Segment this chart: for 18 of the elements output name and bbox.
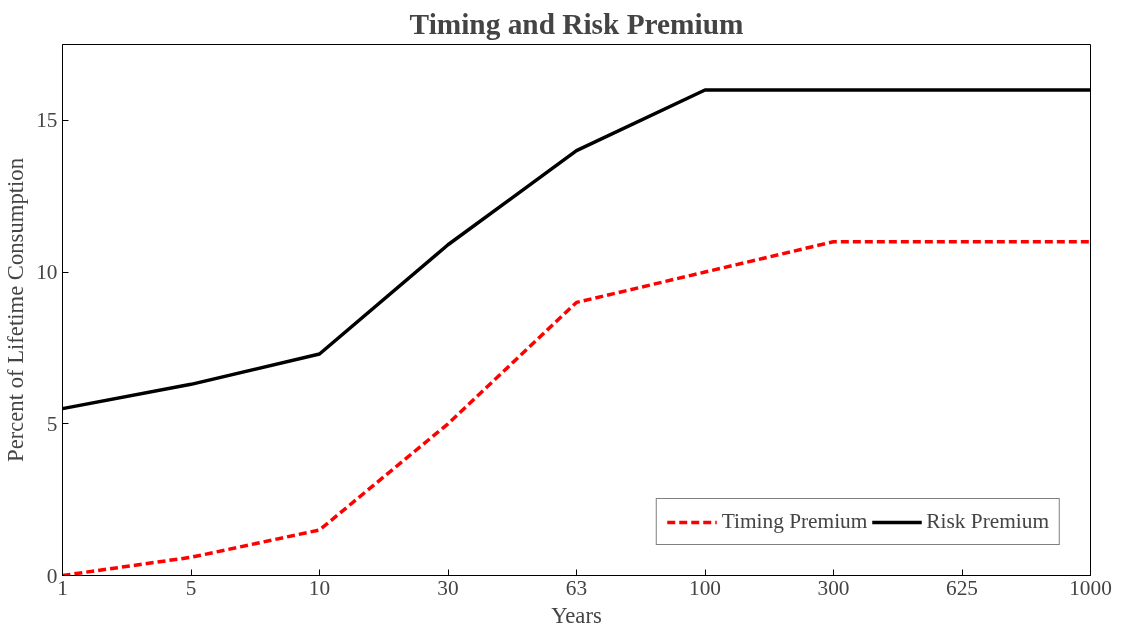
y-tick-label: 10 xyxy=(36,260,58,285)
x-tick-label: 5 xyxy=(185,575,197,600)
x-tick-label: 300 xyxy=(817,575,850,600)
y-axis-title: Percent of Lifetime Consumption xyxy=(3,158,29,462)
x-tick-label: 63 xyxy=(565,575,588,600)
x-axis-title: Years xyxy=(551,602,602,628)
x-tick-label: 1 xyxy=(57,575,68,600)
x-tick-label: 10 xyxy=(308,575,331,600)
x-tick-label: 625 xyxy=(946,575,978,600)
x-tick-label: 30 xyxy=(437,575,459,600)
legend-label: Timing Premium xyxy=(721,509,868,534)
y-tick-label: 0 xyxy=(46,563,58,588)
x-tick-label: 1000 xyxy=(1069,575,1112,600)
x-tick-label: 100 xyxy=(689,575,721,600)
chart-title: Timing and Risk Premium xyxy=(409,7,744,40)
legend-label: Risk Premium xyxy=(926,509,1049,534)
y-tick-label: 15 xyxy=(36,108,58,133)
y-tick-label: 5 xyxy=(46,411,58,436)
